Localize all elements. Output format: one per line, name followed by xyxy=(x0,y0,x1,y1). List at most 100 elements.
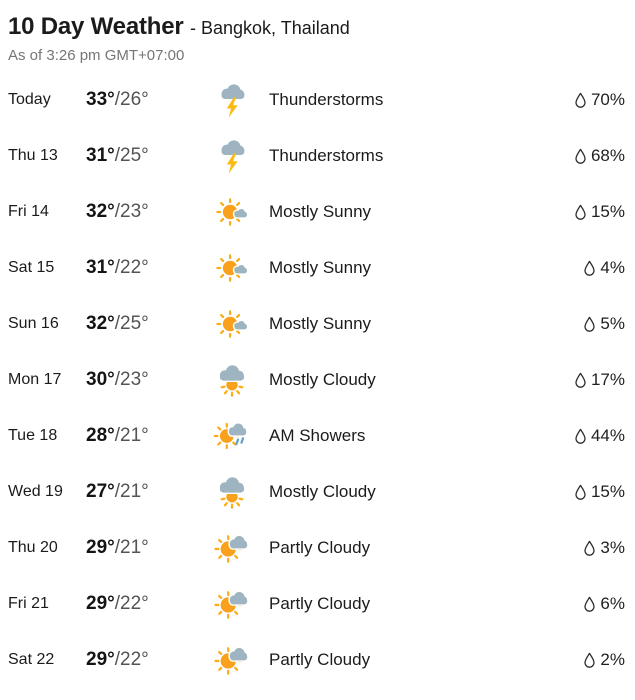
day-label: Sat 15 xyxy=(8,259,55,276)
high-temp: 28° xyxy=(86,425,115,446)
temp-separator: / xyxy=(114,481,121,502)
partly-cloudy-icon xyxy=(213,529,251,567)
precip-chance: 44% xyxy=(574,426,625,446)
low-temp: 22° xyxy=(120,257,149,278)
mostly-sunny-icon xyxy=(213,193,251,231)
condition-label: Partly Cloudy xyxy=(269,594,371,613)
temperature-range: 29°/21° xyxy=(86,537,183,559)
temp-separator: / xyxy=(114,257,121,278)
forecast-row[interactable]: Sat 15 31°/22° Mostly Sunny 4% xyxy=(0,240,635,296)
temperature-range: 28°/21° xyxy=(86,425,183,447)
forecast-row[interactable]: Thu 20 29°/21° Partly Cloudy 3% xyxy=(0,520,635,576)
precip-value: 5% xyxy=(600,314,625,333)
temperature-range: 32°/25° xyxy=(86,313,183,335)
precip-value: 2% xyxy=(600,650,625,669)
partly-cloudy-icon xyxy=(213,585,251,623)
low-temp: 21° xyxy=(120,425,149,446)
forecast-row[interactable]: Sat 22 29°/22° Partly Cloudy 2% xyxy=(0,632,635,688)
condition-label: Thunderstorms xyxy=(269,146,384,165)
thunderstorm-icon xyxy=(213,81,251,119)
thunderstorm-icon xyxy=(213,137,251,175)
day-label: Thu 13 xyxy=(8,147,58,164)
temp-separator: / xyxy=(114,369,121,390)
day-label: Fri 14 xyxy=(8,203,49,220)
temperature-range: 29°/22° xyxy=(86,649,183,671)
droplet-icon xyxy=(574,428,587,445)
temperature-range: 30°/23° xyxy=(86,369,183,391)
precip-value: 70% xyxy=(590,90,625,109)
precip-chance: 68% xyxy=(574,146,625,166)
precip-value: 15% xyxy=(590,482,625,501)
condition-label: AM Showers xyxy=(269,426,366,445)
condition-label: Mostly Cloudy xyxy=(269,370,376,389)
day-label: Today xyxy=(8,91,51,108)
temp-separator: / xyxy=(114,201,121,222)
as-of-timestamp: As of 3:26 pm GMT+07:00 xyxy=(8,47,185,64)
precip-chance: 70% xyxy=(574,90,625,110)
forecast-list: Today 33°/26° Thunderstorms 70% Thu 13 3… xyxy=(0,72,635,688)
temp-separator: / xyxy=(114,593,121,614)
low-temp: 21° xyxy=(120,481,149,502)
droplet-icon xyxy=(583,540,596,557)
droplet-icon xyxy=(583,260,596,277)
low-temp: 22° xyxy=(120,593,149,614)
high-temp: 30° xyxy=(86,369,115,390)
temp-separator: / xyxy=(114,537,121,558)
high-temp: 32° xyxy=(86,313,115,334)
precip-chance: 6% xyxy=(583,594,625,614)
droplet-icon xyxy=(574,92,587,109)
low-temp: 26° xyxy=(120,89,149,110)
high-temp: 29° xyxy=(86,649,115,670)
temp-separator: / xyxy=(114,313,121,334)
forecast-row[interactable]: Today 33°/26° Thunderstorms 70% xyxy=(0,72,635,128)
forecast-row[interactable]: Fri 14 32°/23° Mostly Sunny 15% xyxy=(0,184,635,240)
forecast-row[interactable]: Thu 13 31°/25° Thunderstorms 68% xyxy=(0,128,635,184)
droplet-icon xyxy=(583,316,596,333)
condition-label: Thunderstorms xyxy=(269,90,384,109)
high-temp: 32° xyxy=(86,201,115,222)
forecast-row[interactable]: Sun 16 32°/25° Mostly Sunny 5% xyxy=(0,296,635,352)
low-temp: 23° xyxy=(120,369,149,390)
am-showers-icon xyxy=(213,417,251,455)
day-label: Wed 19 xyxy=(8,483,63,500)
high-temp: 31° xyxy=(86,145,115,166)
day-label: Tue 18 xyxy=(8,427,58,444)
high-temp: 27° xyxy=(86,481,115,502)
condition-label: Partly Cloudy xyxy=(269,538,371,557)
low-temp: 23° xyxy=(120,201,149,222)
high-temp: 29° xyxy=(86,537,115,558)
day-label: Mon 17 xyxy=(8,371,62,388)
forecast-header: 10 Day Weather - Bangkok, Thailand As of… xyxy=(0,0,635,72)
temp-separator: / xyxy=(114,425,121,446)
droplet-icon xyxy=(574,372,587,389)
high-temp: 31° xyxy=(86,257,115,278)
low-temp: 21° xyxy=(120,537,149,558)
day-label: Sat 22 xyxy=(8,651,55,668)
forecast-row[interactable]: Fri 21 29°/22° Partly Cloudy 6% xyxy=(0,576,635,632)
high-temp: 33° xyxy=(86,89,115,110)
forecast-row[interactable]: Mon 17 30°/23° Mostly Cloudy 17% xyxy=(0,352,635,408)
temperature-range: 32°/23° xyxy=(86,201,183,223)
condition-label: Mostly Sunny xyxy=(269,202,372,221)
temperature-range: 31°/25° xyxy=(86,145,183,167)
precip-value: 15% xyxy=(590,202,625,221)
droplet-icon xyxy=(583,596,596,613)
low-temp: 25° xyxy=(120,313,149,334)
precip-chance: 2% xyxy=(583,650,625,670)
forecast-row[interactable]: Wed 19 27°/21° Mostly Cloudy 15% xyxy=(0,464,635,520)
precip-value: 3% xyxy=(600,538,625,557)
mostly-cloudy-icon xyxy=(213,361,251,399)
precip-chance: 17% xyxy=(574,370,625,390)
condition-label: Mostly Sunny xyxy=(269,314,372,333)
low-temp: 22° xyxy=(120,649,149,670)
page-heading: 10 Day Weather - Bangkok, Thailand xyxy=(8,12,625,43)
forecast-row[interactable]: Tue 18 28°/21° AM Showers 44% xyxy=(0,408,635,464)
day-label: Sun 16 xyxy=(8,315,59,332)
temp-separator: / xyxy=(114,89,121,110)
condition-label: Partly Cloudy xyxy=(269,650,371,669)
mostly-sunny-icon xyxy=(213,305,251,343)
high-temp: 29° xyxy=(86,593,115,614)
day-label: Fri 21 xyxy=(8,595,49,612)
precip-value: 44% xyxy=(590,426,625,445)
